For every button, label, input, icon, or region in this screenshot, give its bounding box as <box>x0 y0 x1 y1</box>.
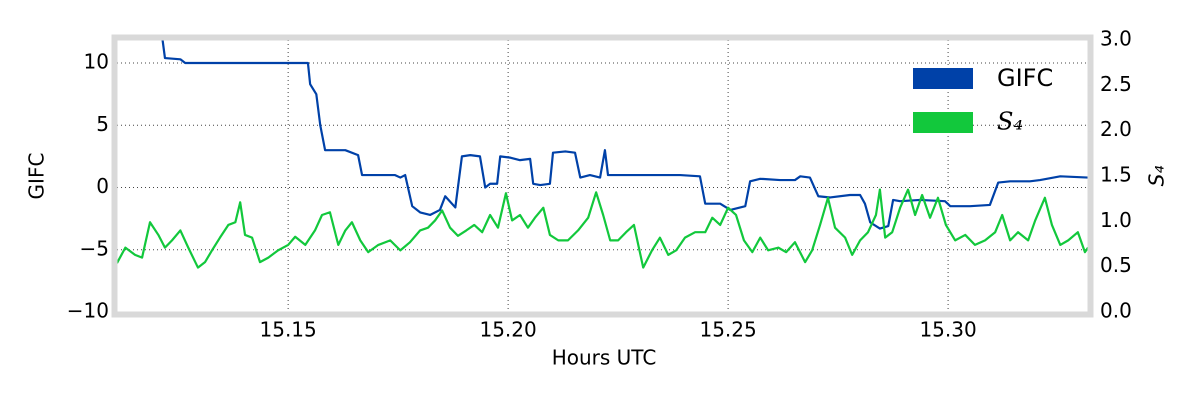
y-tick-label: 10 <box>84 50 109 74</box>
y2-tick-label: 2.0 <box>1100 117 1132 141</box>
legend: GIFC S₄ <box>913 64 1053 136</box>
y-tick-label: −5 <box>80 236 109 260</box>
y2-tick-label: 2.5 <box>1100 72 1132 96</box>
x-tick-label: 15.20 <box>479 318 536 342</box>
y2-tick-label: 0.5 <box>1100 253 1132 277</box>
y2-axis-label: S₄ <box>1145 166 1169 187</box>
y-axis-label: GIFC <box>25 153 49 200</box>
y2-tick-label: 3.0 <box>1100 27 1132 51</box>
series-line <box>117 188 1088 269</box>
y-tick-label: 0 <box>96 174 109 198</box>
y-tick-label: 5 <box>96 112 109 136</box>
grid <box>117 40 1088 313</box>
series-line <box>161 40 1088 230</box>
legend-label: S₄ <box>997 108 1023 136</box>
y2-tick-label: 1.0 <box>1100 208 1132 232</box>
lines <box>117 40 1088 269</box>
legend-label: GIFC <box>997 64 1053 92</box>
legend-swatch <box>913 68 973 89</box>
x-tick-label: 15.25 <box>699 318 756 342</box>
y-tick-label: −10 <box>67 299 109 323</box>
x-tick-label: 15.30 <box>919 318 976 342</box>
y2-tick-label: 1.5 <box>1100 163 1132 187</box>
x-tick-label: 15.15 <box>260 318 317 342</box>
x-axis-label: Hours UTC <box>552 346 657 370</box>
y2-tick-label: 0.0 <box>1100 299 1132 323</box>
legend-swatch <box>913 112 973 133</box>
